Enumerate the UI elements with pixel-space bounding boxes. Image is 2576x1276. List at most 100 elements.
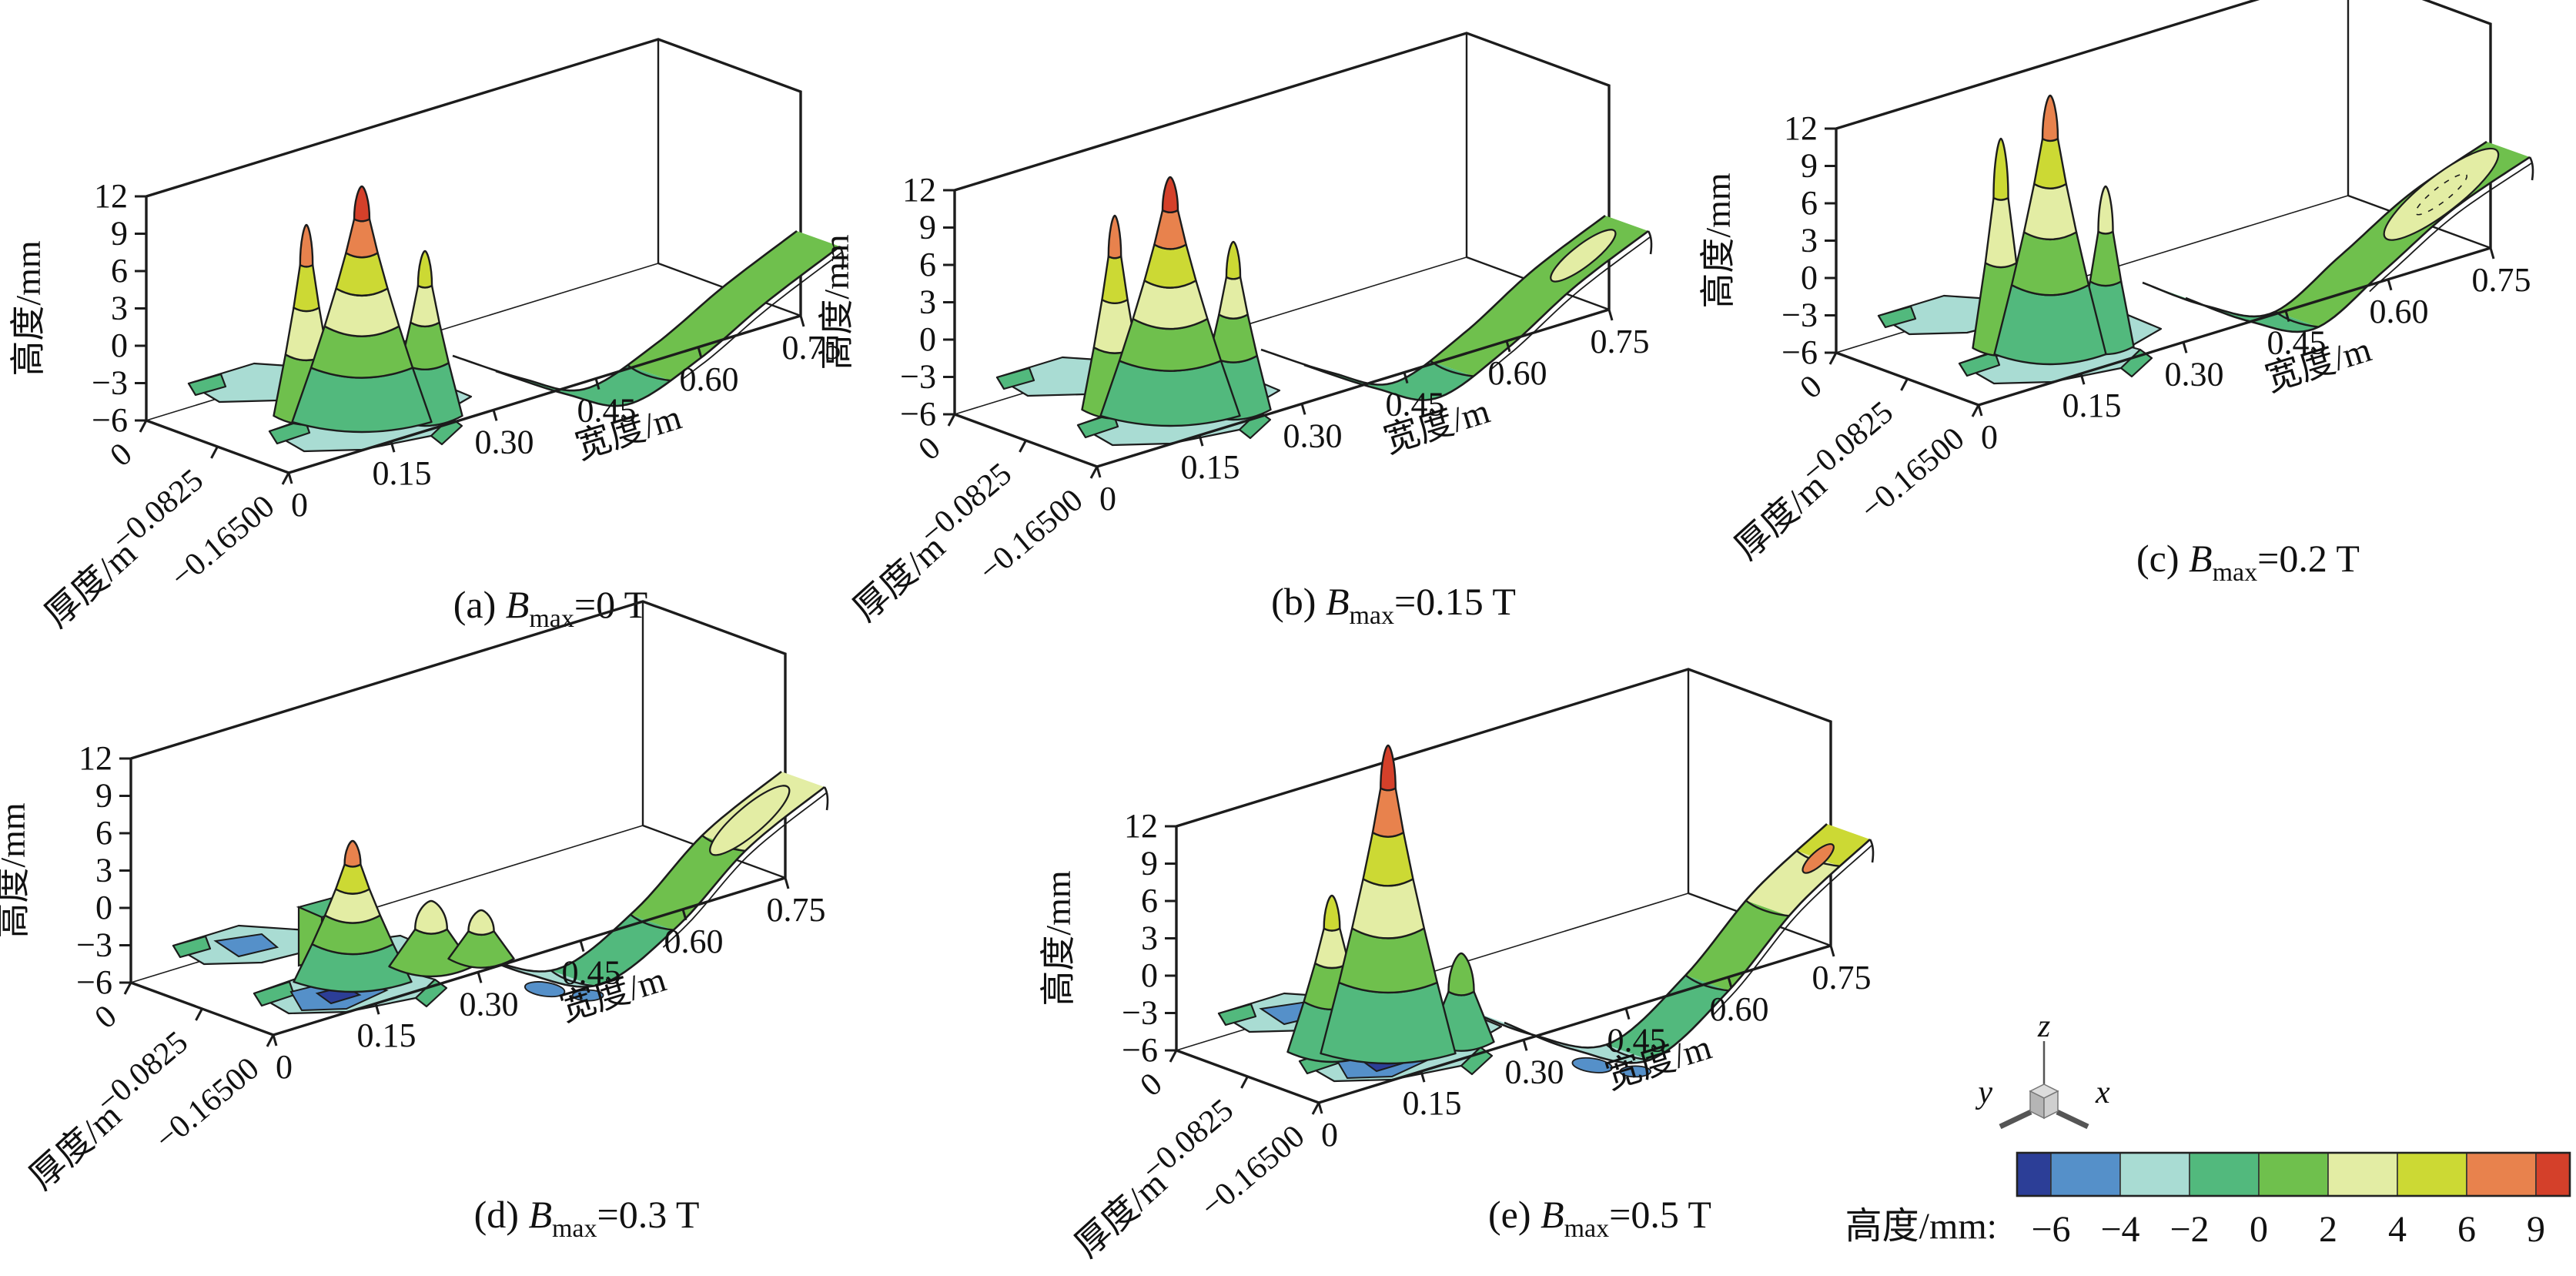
surface-peak-band	[1101, 255, 1129, 305]
x-tick	[2079, 373, 2086, 385]
x-tick	[1522, 1039, 1528, 1051]
colorbar-tick-label: 0	[2250, 1209, 2268, 1250]
surface-peak-band	[2010, 231, 2090, 296]
x-tick-label: 0.15	[373, 454, 432, 492]
surface-peak-band	[2089, 230, 2123, 287]
z-tick-label: 9	[1801, 147, 1818, 185]
x-tick	[272, 1034, 278, 1047]
colorbar-tick-label: −4	[2100, 1209, 2139, 1250]
surface-peak-band	[1107, 214, 1122, 260]
z-tick-label: 6	[111, 252, 128, 290]
surface-peak-band	[467, 909, 495, 936]
z-tick-label: 0	[111, 327, 128, 364]
contour-line	[630, 913, 674, 931]
z-tick-label: −3	[1781, 296, 1818, 334]
surface-flat-plate	[1217, 1003, 1257, 1026]
surface-flat-plate	[1877, 305, 1917, 329]
surface-peak-band	[1992, 137, 2009, 201]
x-tick-label: 0.15	[1403, 1084, 1462, 1122]
z-tick-label: −3	[92, 364, 128, 402]
surface-ribbon-band	[550, 914, 674, 986]
surface-flat-plate	[187, 373, 227, 397]
ribbon-thickness-edge	[2369, 162, 2532, 293]
z-tick-label: 9	[111, 215, 128, 253]
end-contour-lens	[1550, 229, 1617, 283]
surface-ribbon-band	[627, 231, 840, 381]
surface-flat-plate	[172, 935, 212, 959]
colorbar-band	[2327, 1152, 2398, 1197]
y-tick	[281, 472, 290, 485]
colorbar-title: 高度/mm:	[1845, 1206, 1997, 1247]
x-tick-label: 0.30	[475, 423, 534, 460]
z-tick-label: 3	[95, 852, 112, 889]
colorbar-tick-label: −6	[2031, 1209, 2070, 1250]
surface-peak-band	[1143, 243, 1197, 289]
surface-flat-plate	[414, 978, 448, 1008]
z-tick-label: 3	[1141, 919, 1158, 957]
contour-line	[550, 970, 594, 987]
contour-line	[1605, 1043, 1650, 1061]
x-tick-label: 0.75	[782, 329, 841, 367]
x-tick	[374, 1003, 380, 1015]
surface-peak-band	[299, 223, 314, 268]
x-tick-label: 0.60	[2370, 293, 2429, 330]
ribbon-thickness-edge	[662, 792, 827, 948]
frame-top-edges	[146, 38, 802, 316]
x-tick-label: 0.60	[1488, 354, 1547, 392]
surface-ribbon-band	[1685, 900, 1789, 991]
z-tick-label: 9	[919, 209, 936, 246]
z-axis-label: 高度/mm	[0, 802, 32, 939]
y-tick-label: 0	[89, 998, 124, 1036]
x-tick	[492, 409, 498, 421]
y-axis-label: 厚度/m	[1067, 1163, 1174, 1264]
surface-peak-band	[1993, 284, 2107, 366]
blue-patch	[571, 989, 604, 1002]
y-tick	[195, 1008, 203, 1021]
colorbar-border	[2016, 1151, 2571, 1197]
ribbon-back-edge	[1460, 823, 1828, 1049]
y-axis-label: 厚度/m	[1727, 465, 1834, 567]
colorbar-band	[2535, 1152, 2571, 1197]
surface-flat-plate	[2119, 348, 2153, 378]
surface-peak-band	[1225, 240, 1242, 280]
y-tick	[1311, 1102, 1320, 1115]
z-tick-label: 12	[79, 739, 112, 777]
y-tick-label: 0	[1134, 1066, 1169, 1104]
ribbon-front-edge	[1504, 839, 1871, 1064]
z-tick-label: −3	[76, 926, 112, 964]
ribbon-thickness-edge	[1711, 845, 1872, 1016]
surface-ribbon-band	[2143, 283, 2319, 332]
surface-ribbon-band	[453, 356, 671, 407]
subplot-a: 129630−3−6高度/mm0−0.0825−0.16500厚度/m00.15…	[8, 38, 845, 635]
z-axis-label: 高度/mm	[817, 234, 856, 370]
x-tick-label: 0	[1981, 418, 1998, 456]
surface-peak-band	[1153, 209, 1187, 250]
surface-peak-band	[335, 252, 389, 296]
colorbar-band	[2050, 1152, 2121, 1197]
x-tick	[1624, 1008, 1631, 1020]
triad-x-label: x	[2095, 1075, 2110, 1110]
x-tick	[594, 378, 601, 390]
surface-peak-band	[2032, 137, 2068, 189]
surface	[1877, 94, 2534, 385]
surface-peak-band	[2041, 94, 2059, 142]
x-tick	[697, 347, 703, 359]
y-tick-label: 0	[1794, 368, 1829, 406]
x-tick	[2489, 247, 2495, 260]
x-tick-label: 0.75	[2472, 261, 2531, 299]
y-tick	[947, 414, 956, 427]
x-tick-label: 0	[291, 486, 308, 524]
legend: z y x −6 −4 −2 0 2 4 6 9 高度/mm:	[1845, 1009, 2571, 1250]
z-tick-label: −3	[900, 358, 936, 396]
colorbar-tick-label: 2	[2319, 1209, 2337, 1250]
x-tick	[1300, 403, 1306, 415]
end-contour-lens	[1802, 843, 1835, 874]
surface-flat-plate	[1460, 1046, 1494, 1076]
colorbar: −6 −4 −2 0 2 4 6 9 高度/mm:	[1845, 1151, 2571, 1250]
z-tick-label: −3	[1122, 994, 1158, 1032]
subplot-caption: (b) Bmax=0.15 T	[1271, 580, 1516, 630]
surface-flat-plate	[1958, 350, 2001, 377]
surface-peak-band	[293, 263, 320, 313]
